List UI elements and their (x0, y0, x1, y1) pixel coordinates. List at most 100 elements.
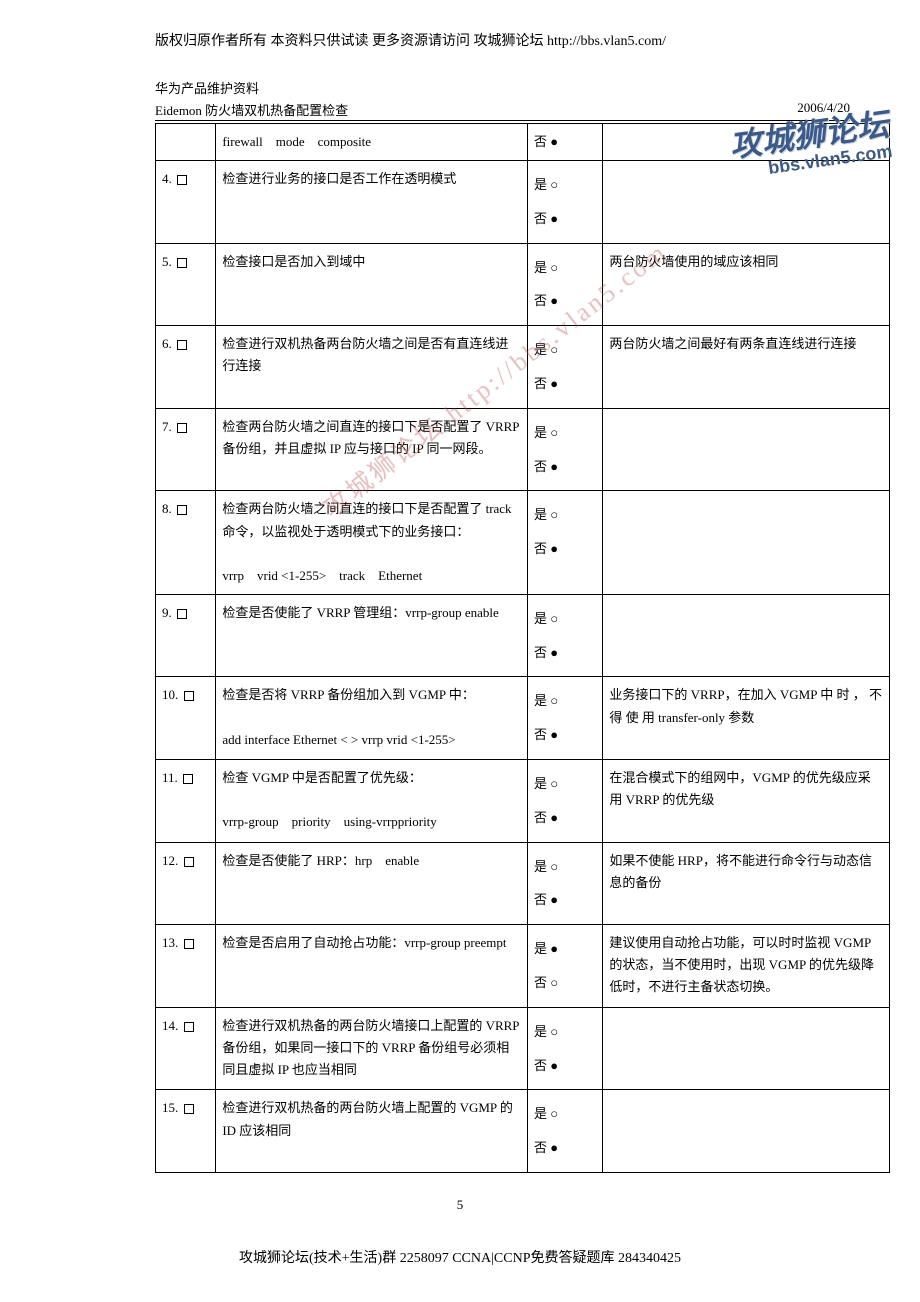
no-radio[interactable]: ● (550, 459, 558, 474)
yes-radio[interactable]: ○ (550, 425, 558, 440)
no-radio[interactable]: ○ (550, 975, 558, 990)
yes-radio[interactable]: ○ (550, 693, 558, 708)
table-row: 6. 检查进行双机热备两台防火墙之间是否有直连线进行连接是 ○否 ●两台防火墙之… (156, 326, 890, 409)
table-row: 15. 检查进行双机热备的两台防火墙上配置的 VGMP 的 ID 应该相同是 ○… (156, 1090, 890, 1173)
description-cell: 检查进行双机热备的两台防火墙接口上配置的 VRRP 备份组，如果同一接口下的 V… (216, 1007, 528, 1090)
row-number: 11. (162, 770, 181, 785)
checkbox-icon[interactable] (177, 609, 187, 619)
checkbox-icon[interactable] (184, 857, 194, 867)
no-label: 否 (534, 1140, 550, 1155)
remark-cell (603, 1090, 890, 1173)
yes-label: 是 (534, 342, 550, 357)
no-label: 否 (534, 645, 550, 660)
no-radio[interactable]: ● (550, 892, 558, 907)
yes-radio[interactable]: ○ (550, 776, 558, 791)
top-banner: 版权归原作者所有 本资料只供试读 更多资源请访问 攻城狮论坛 http://bb… (70, 30, 850, 50)
row-number: 12. (162, 853, 182, 868)
yes-radio[interactable]: ○ (550, 859, 558, 874)
yes-radio[interactable]: ○ (550, 177, 558, 192)
no-label: 否 (534, 727, 550, 742)
no-radio[interactable]: ● (550, 376, 558, 391)
no-radio[interactable]: ● (550, 134, 558, 149)
no-radio[interactable]: ● (550, 727, 558, 742)
yes-no-cell: 是 ○ 否 ● (528, 326, 603, 409)
checkbox-icon[interactable] (184, 691, 194, 701)
checkbox-icon[interactable] (184, 1022, 194, 1032)
yes-no-cell: 是 ○ 否 ● (528, 491, 603, 594)
remark-cell (603, 594, 890, 677)
remark-cell (603, 491, 890, 594)
checkbox-icon[interactable] (177, 505, 187, 515)
no-label: 否 (534, 293, 550, 308)
yes-radio[interactable]: ○ (550, 342, 558, 357)
yes-radio[interactable]: ○ (550, 507, 558, 522)
yes-no-cell: 是 ○ 否 ● (528, 760, 603, 843)
row-number: 5. (162, 254, 175, 269)
no-radio[interactable]: ● (550, 211, 558, 226)
header-date: 2006/4/20 (797, 100, 850, 119)
yes-no-cell: 是 ○否 ● (528, 161, 603, 244)
yes-radio[interactable]: ● (550, 941, 558, 956)
no-label: 否 (534, 376, 550, 391)
checkbox-icon[interactable] (183, 774, 193, 784)
row-number: 8. (162, 501, 175, 516)
page-number: 5 (70, 1197, 850, 1213)
yes-label: 是 (534, 611, 550, 626)
row-number: 14. (162, 1018, 182, 1033)
row-number-cell: 15. (156, 1090, 216, 1173)
row-number: 6. (162, 336, 175, 351)
remark-cell (603, 124, 890, 161)
no-radio[interactable]: ● (550, 1058, 558, 1073)
no-label: 否 (534, 892, 550, 907)
remark-cell: 在混合模式下的组网中，VGMP 的优先级应采用 VRRP 的优先级 (603, 760, 890, 843)
checkbox-icon[interactable] (184, 939, 194, 949)
no-radio[interactable]: ● (550, 1140, 558, 1155)
row-number-cell: 8. (156, 491, 216, 594)
yes-radio[interactable]: ○ (550, 611, 558, 626)
row-number: 7. (162, 419, 175, 434)
remark-cell: 建议使用自动抢占功能，可以时时监视 VGMP 的状态，当不使用时，出现 VGMP… (603, 925, 890, 1008)
description-cell: 检查是否将 VRRP 备份组加入到 VGMP 中： add interface … (216, 677, 528, 760)
yes-radio[interactable]: ○ (550, 260, 558, 275)
row-number-cell: 4. (156, 161, 216, 244)
row-number-cell (156, 124, 216, 161)
row-number: 15. (162, 1100, 182, 1115)
yes-label: 是 (534, 507, 550, 522)
no-radio[interactable]: ● (550, 541, 558, 556)
yes-no-cell: 是 ○否 ● (528, 1090, 603, 1173)
table-row: 11. 检查 VGMP 中是否配置了优先级： vrrp-group priori… (156, 760, 890, 843)
row-number-cell: 9. (156, 594, 216, 677)
no-radio[interactable]: ● (550, 293, 558, 308)
yes-no-cell: 是 ●否 ○ (528, 925, 603, 1008)
description-cell: 检查进行双机热备的两台防火墙上配置的 VGMP 的 ID 应该相同 (216, 1090, 528, 1173)
yes-radio[interactable]: ○ (550, 1024, 558, 1039)
checkbox-icon[interactable] (184, 1104, 194, 1114)
row-number-cell: 10. (156, 677, 216, 760)
yes-label: 是 (534, 776, 550, 791)
checkbox-icon[interactable] (177, 175, 187, 185)
checkbox-icon[interactable] (177, 258, 187, 268)
row-number: 10. (162, 687, 182, 702)
yes-no-cell: 是 ○否 ● (528, 842, 603, 925)
remark-cell: 两台防火墙之间最好有两条直连线进行连接 (603, 326, 890, 409)
checklist-table: firewall mode composite否 ●4. 检查进行业务的接口是否… (155, 123, 890, 1173)
yes-label: 是 (534, 425, 550, 440)
checkbox-icon[interactable] (177, 423, 187, 433)
row-number-cell: 13. (156, 925, 216, 1008)
yes-radio[interactable]: ○ (550, 1106, 558, 1121)
yes-no-cell: 是 ○否 ● (528, 677, 603, 760)
no-radio[interactable]: ● (550, 810, 558, 825)
checkbox-icon[interactable] (177, 340, 187, 350)
table-row: 9. 检查是否使能了 VRRP 管理组：vrrp-group enable是 ○… (156, 594, 890, 677)
table-row: 4. 检查进行业务的接口是否工作在透明模式是 ○否 ● (156, 161, 890, 244)
description-cell: 检查两台防火墙之间直连的接口下是否配置了 track 命令，以监视处于透明模式下… (216, 491, 528, 594)
yes-no-cell: 是 ○ 否 ● (528, 594, 603, 677)
header-product: 华为产品维护资料 (155, 78, 850, 97)
no-label: 否 (534, 810, 550, 825)
no-radio[interactable]: ● (550, 645, 558, 660)
remark-cell (603, 1007, 890, 1090)
description-cell: 检查是否启用了自动抢占功能：vrrp-group preempt (216, 925, 528, 1008)
no-label: 否 (534, 459, 550, 474)
document-header: 华为产品维护资料 Eidemon 防火墙双机热备配置检查 2006/4/20 (70, 78, 850, 121)
no-label: 否 (534, 541, 550, 556)
